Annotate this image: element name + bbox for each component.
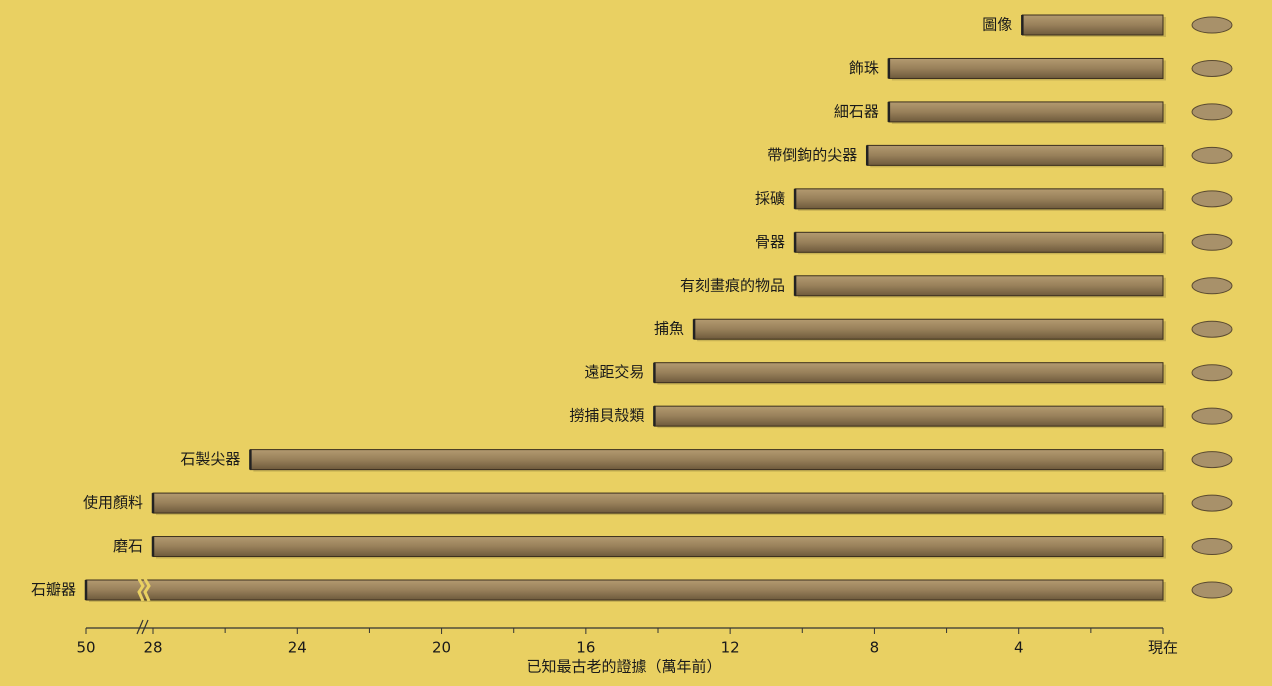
x-tick-label: 12 xyxy=(721,639,740,657)
icon-shape xyxy=(1191,364,1233,382)
axis-break xyxy=(136,619,149,635)
icon-shape xyxy=(1191,538,1233,556)
category-label: 細石器 xyxy=(834,102,879,120)
bar xyxy=(152,536,1164,558)
row-icon xyxy=(1191,277,1233,295)
bar xyxy=(794,275,1164,297)
x-axis-title: 已知最古老的證據（萬年前） xyxy=(526,658,721,676)
bar xyxy=(653,405,1164,427)
bar xyxy=(653,362,1164,384)
category-label: 撈捕貝殼類 xyxy=(569,407,644,425)
icon-shape xyxy=(1191,407,1233,425)
row-icon xyxy=(1191,190,1233,208)
category-label: 飾珠 xyxy=(849,59,879,77)
category-label: 石瓣器 xyxy=(31,581,76,599)
bar xyxy=(693,318,1164,340)
category-label: 圖像 xyxy=(982,16,1012,34)
x-tick-label: 4 xyxy=(1014,639,1024,657)
x-tick-label: 20 xyxy=(432,639,451,657)
row-icon xyxy=(1191,320,1233,338)
row-icon xyxy=(1191,16,1233,34)
row-icon xyxy=(1191,59,1233,77)
row-icon xyxy=(1191,103,1233,121)
category-label: 使用顏料 xyxy=(83,494,143,512)
icon-shape xyxy=(1191,59,1233,77)
bar xyxy=(888,101,1164,123)
bar xyxy=(1021,14,1164,36)
row-icon xyxy=(1191,407,1233,425)
category-label: 採礦 xyxy=(755,189,785,207)
row-icon xyxy=(1191,581,1233,599)
x-tick-label: 現在 xyxy=(1148,639,1178,657)
category-label: 骨器 xyxy=(755,233,785,251)
icon-shape xyxy=(1191,451,1233,469)
category-label: 石製尖器 xyxy=(180,450,240,468)
row-icon xyxy=(1191,538,1233,556)
row-icon xyxy=(1191,494,1233,512)
row-icon xyxy=(1191,233,1233,251)
icon-shape xyxy=(1191,320,1233,338)
bar xyxy=(866,144,1164,166)
x-tick-label: 24 xyxy=(288,639,307,657)
bar xyxy=(888,57,1164,79)
category-label: 磨石 xyxy=(113,537,143,555)
row-icon xyxy=(1191,364,1233,382)
row-icon xyxy=(1191,146,1233,164)
row-icon xyxy=(1191,451,1233,469)
bar xyxy=(152,492,1164,514)
bar xyxy=(794,231,1164,253)
x-tick-label: 50 xyxy=(76,639,95,657)
x-tick-label: 28 xyxy=(143,639,162,657)
icon-shape xyxy=(1191,103,1233,121)
icon-shape xyxy=(1191,581,1233,599)
icon-shape xyxy=(1191,494,1233,512)
bar-break xyxy=(137,578,151,602)
bar xyxy=(794,188,1164,210)
x-tick-label: 8 xyxy=(870,639,880,657)
icon-shape xyxy=(1191,146,1233,164)
category-label: 帶倒鉤的尖器 xyxy=(767,146,857,164)
category-label: 捕魚 xyxy=(654,320,684,338)
icon-shape xyxy=(1191,16,1233,34)
category-label: 遠距交易 xyxy=(584,363,644,381)
icon-shape xyxy=(1191,190,1233,208)
icon-shape xyxy=(1191,233,1233,251)
bar xyxy=(249,449,1164,471)
bar xyxy=(85,579,1164,601)
x-tick-label: 16 xyxy=(576,639,595,657)
icon-shape xyxy=(1191,277,1233,295)
category-label: 有刻畫痕的物品 xyxy=(680,276,785,294)
